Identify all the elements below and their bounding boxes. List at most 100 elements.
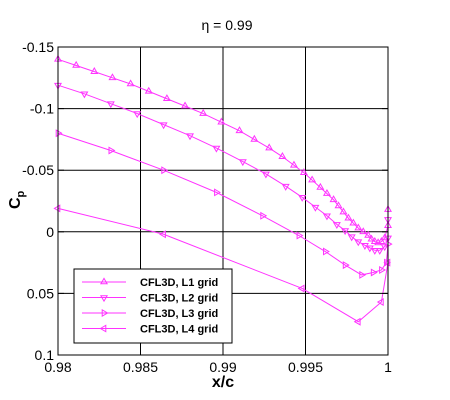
data-point bbox=[250, 134, 259, 142]
legend-marker bbox=[99, 295, 109, 303]
x-tick-label: 0.985 bbox=[123, 359, 158, 375]
x-tick-label: 1 bbox=[384, 359, 392, 375]
data-point bbox=[289, 160, 298, 168]
data-point bbox=[72, 60, 81, 68]
series-line bbox=[57, 207, 389, 323]
series-1 bbox=[53, 54, 393, 246]
chart-title: η = 0.99 bbox=[202, 17, 253, 33]
data-point bbox=[159, 230, 166, 239]
data-point bbox=[214, 188, 221, 197]
data-point bbox=[53, 204, 61, 213]
data-point bbox=[353, 317, 361, 326]
series-line bbox=[57, 84, 389, 251]
y-tick-label: -0.1 bbox=[30, 101, 54, 117]
data-point bbox=[80, 91, 89, 99]
data-point bbox=[354, 223, 363, 231]
data-point bbox=[161, 166, 169, 175]
data-point bbox=[329, 195, 338, 203]
legend-items: CFL3D, L1 grid CFL3D, L2 grid CFL3D, L3 gr… bbox=[82, 277, 218, 336]
data-point bbox=[199, 108, 208, 116]
data-point bbox=[185, 133, 195, 141]
legend: CFL3D, L1 grid CFL3D, L2 grid CFL3D, L3 gr… bbox=[73, 268, 233, 344]
data-point bbox=[55, 129, 63, 138]
y-tick-label: -0.05 bbox=[22, 162, 54, 178]
data-point bbox=[296, 231, 304, 240]
y-axis-label-main: C bbox=[7, 197, 24, 209]
data-point bbox=[238, 159, 247, 167]
data-point bbox=[265, 143, 274, 151]
data-point bbox=[359, 227, 368, 235]
y-tick-label: 0 bbox=[46, 224, 54, 240]
x-tick-label: 0.99 bbox=[209, 359, 236, 375]
legend-marker bbox=[101, 308, 109, 318]
series-4 bbox=[53, 204, 391, 326]
data-point bbox=[297, 284, 305, 293]
data-point bbox=[299, 168, 308, 175]
data-point bbox=[217, 117, 226, 125]
data-point bbox=[334, 201, 343, 209]
data-point bbox=[126, 79, 135, 87]
legend-marker bbox=[99, 277, 109, 285]
legend-item: CFL3D, L1 grid bbox=[82, 277, 218, 289]
data-point bbox=[106, 101, 115, 109]
data-point bbox=[370, 237, 379, 244]
data-point bbox=[308, 175, 317, 183]
data-point bbox=[108, 146, 116, 155]
data-point bbox=[281, 183, 290, 191]
series-layer bbox=[53, 54, 393, 326]
svg-text:Cp: Cp bbox=[7, 190, 27, 209]
data-point bbox=[347, 234, 356, 242]
data-point bbox=[364, 230, 373, 238]
series-3 bbox=[55, 129, 393, 279]
legend-box bbox=[73, 268, 233, 344]
data-point bbox=[359, 270, 367, 279]
data-point bbox=[339, 207, 348, 215]
legend-item: CFL3D, L3 grid bbox=[82, 308, 218, 320]
data-point bbox=[342, 261, 350, 270]
data-point bbox=[383, 258, 391, 267]
data-point bbox=[311, 204, 320, 212]
data-point bbox=[376, 298, 384, 307]
data-point bbox=[212, 145, 221, 153]
ticks bbox=[57, 46, 389, 356]
legend-label: CFL3D, L2 grid bbox=[140, 293, 218, 305]
y-axis-label-sub: p bbox=[15, 190, 27, 197]
series-2 bbox=[53, 82, 393, 255]
x-tick-label: 0.995 bbox=[288, 359, 323, 375]
data-point bbox=[90, 67, 99, 74]
data-point bbox=[370, 268, 378, 277]
legend-label: CFL3D, L4 grid bbox=[140, 324, 218, 336]
data-point bbox=[323, 247, 330, 256]
data-point bbox=[385, 240, 393, 249]
y-tick-label: -0.15 bbox=[22, 39, 54, 55]
data-point bbox=[380, 233, 389, 241]
data-point bbox=[298, 195, 307, 202]
data-point bbox=[375, 247, 384, 255]
data-point bbox=[181, 101, 190, 109]
data-point bbox=[341, 228, 350, 236]
grid bbox=[58, 47, 388, 355]
data-point bbox=[162, 94, 171, 102]
data-point bbox=[159, 122, 168, 130]
tick-labels: 0.98 0.985 0.99 0.995 1 -0.15 -0.1 -0.05 0 0.05 0.… bbox=[22, 39, 392, 375]
data-point bbox=[370, 247, 379, 255]
legend-label: CFL3D, L1 grid bbox=[140, 277, 218, 289]
data-point bbox=[144, 86, 153, 94]
data-point bbox=[322, 213, 331, 221]
legend-marker bbox=[99, 324, 107, 333]
data-point bbox=[133, 111, 142, 119]
y-tick-label: 0.05 bbox=[27, 285, 54, 301]
x-axis-label: x/c bbox=[212, 374, 234, 391]
data-point bbox=[354, 239, 363, 247]
x-tick-label: 0.98 bbox=[44, 359, 71, 375]
data-point bbox=[322, 189, 331, 196]
legend-item: CFL3D, L2 grid bbox=[82, 293, 218, 305]
data-point bbox=[379, 265, 386, 274]
data-point bbox=[278, 152, 287, 159]
data-point bbox=[260, 211, 268, 220]
data-point bbox=[349, 218, 358, 226]
data-point bbox=[261, 171, 270, 179]
data-point bbox=[108, 73, 117, 81]
y-tick-label: 0.1 bbox=[35, 347, 55, 363]
